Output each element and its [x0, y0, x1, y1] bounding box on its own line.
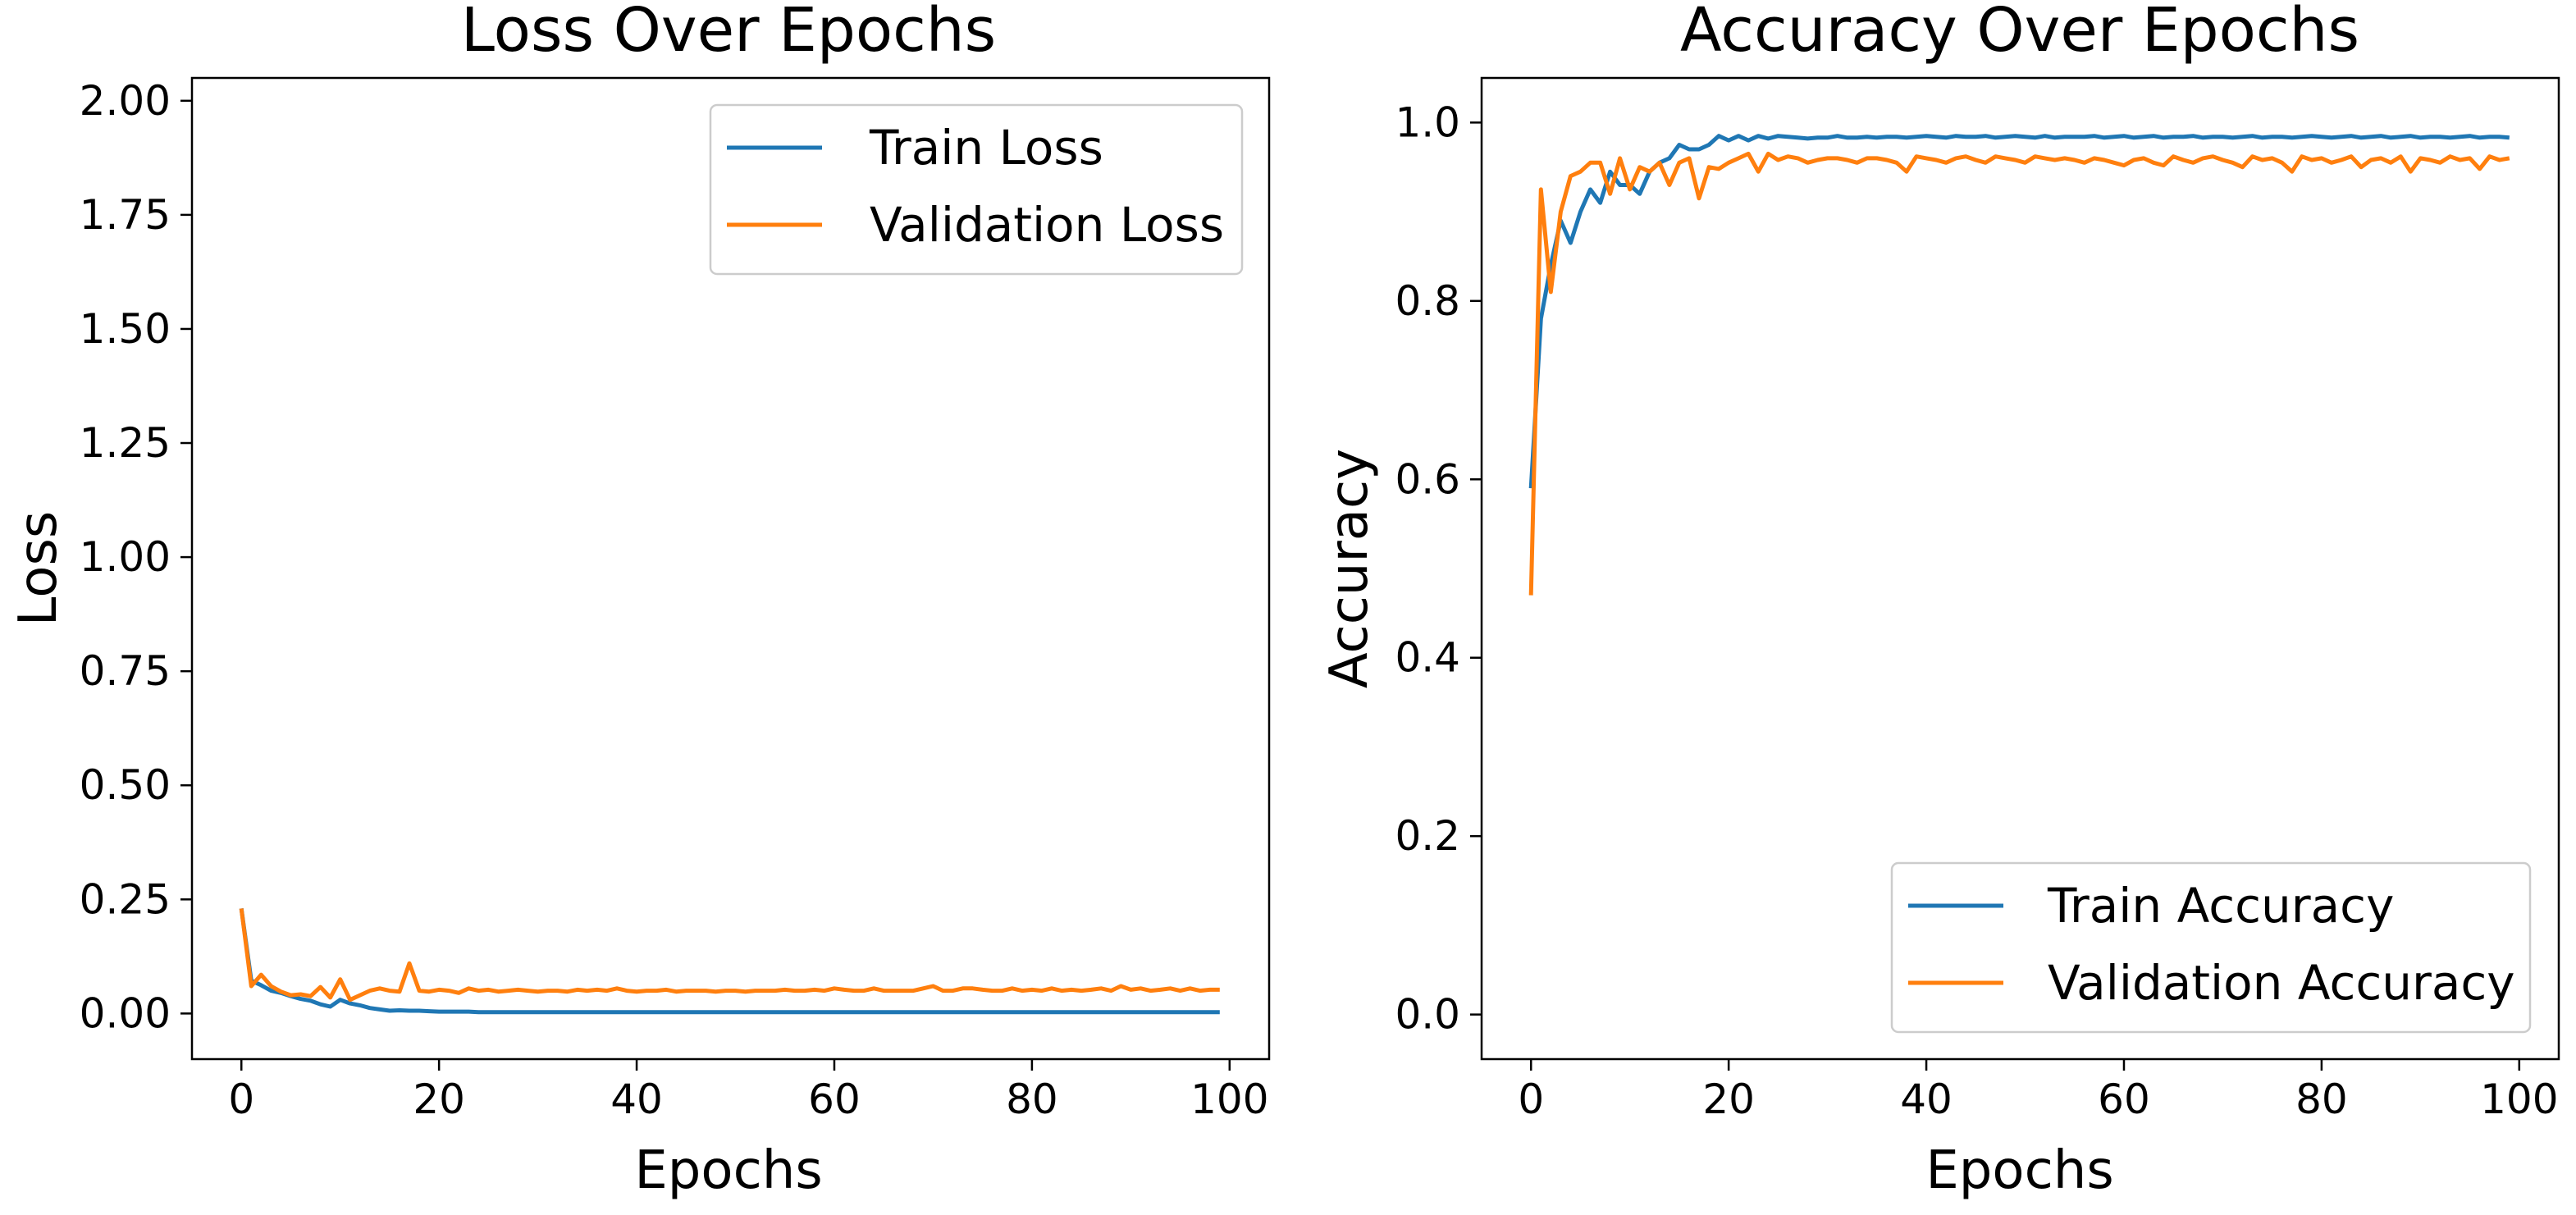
accuracy-legend-box: [1890, 861, 2532, 1034]
loss-chart-ticks: 0 20 40 60 80 100 0.00 0.25 0.50 0.75 1.00 1.25 1.50…: [80, 77, 1269, 1123]
loss-chart-lines: [239, 908, 1220, 1015]
series-line-train-loss: [239, 908, 1220, 1015]
loss-y-tick-label: 1.75: [80, 191, 171, 239]
accuracy-y-tick-label: 1.0: [1395, 98, 1460, 146]
loss-legend: Train Loss Validation Loss: [709, 103, 1244, 276]
accuracy-chart-panel: Accuracy Over Epochs 0 20 40 60 80 1000.00.20…: [1319, 0, 2560, 1201]
loss-y-tick-label: 0.25: [80, 875, 171, 923]
legend-label-validation-accuracy: Validation Accuracy: [2048, 955, 2515, 1011]
accuracy-chart-lines: [1528, 134, 2510, 596]
loss-x-tick-label: 60: [808, 1076, 861, 1123]
loss-y-tick-label: 0.00: [80, 989, 171, 1037]
legend-label-train-accuracy: Train Accuracy: [2047, 878, 2394, 934]
accuracy-y-tick-label: 0.6: [1395, 455, 1460, 503]
accuracy-y-tick-label: 0.2: [1395, 812, 1460, 860]
accuracy-y-tick-label: 0.0: [1395, 991, 1460, 1039]
loss-legend-box: [709, 103, 1244, 276]
loss-x-tick-label: 0: [228, 1076, 254, 1123]
loss-x-tick-label: 40: [610, 1076, 663, 1123]
loss-y-tick-label: 1.00: [80, 533, 171, 581]
loss-y-tick-label: 2.00: [80, 77, 171, 125]
series-line-validation-accuracy: [1528, 151, 2510, 596]
loss-y-tick-label: 1.25: [80, 419, 171, 467]
accuracy-x-tick-label: 40: [1900, 1076, 1953, 1123]
loss-plot-area: [190, 76, 1271, 1061]
accuracy-x-tick-label: 60: [2098, 1076, 2150, 1123]
loss-y-tick-label: 0.75: [80, 647, 171, 695]
accuracy-y-tick-label: 0.8: [1395, 277, 1460, 325]
loss-y-axis-label: Loss: [8, 511, 69, 626]
loss-x-tick-label: 20: [413, 1076, 465, 1123]
accuracy-x-axis-label: Epochs: [1925, 1140, 2113, 1201]
accuracy-y-tick-label: 0.4: [1395, 634, 1460, 682]
loss-chart-title: Loss Over Epochs: [461, 0, 997, 66]
accuracy-chart-title: Accuracy Over Epochs: [1680, 0, 2359, 66]
loss-chart-panel: Loss Over Epochs 0 20 40 60 80 100 0.00 0.25 0.5…: [8, 0, 1271, 1201]
accuracy-chart-ticks: 0 20 40 60 80 100 0.0 0.2 0.4 0.6 0.8 1.0: [1395, 98, 2558, 1123]
accuracy-x-tick-label: 20: [1702, 1076, 1755, 1123]
accuracy-legend: Train Accuracy Validation Accuracy: [1890, 861, 2532, 1034]
legend-label-validation-loss: Validation Loss: [870, 197, 1224, 253]
accuracy-y-axis-label: Accuracy: [1319, 449, 1380, 688]
loss-y-tick-label: 0.50: [80, 761, 171, 809]
accuracy-x-tick-label: 100: [2480, 1076, 2558, 1123]
legend-label-train-loss: Train Loss: [869, 120, 1103, 176]
accuracy-x-tick-label: 0: [1518, 1076, 1544, 1123]
loss-x-tick-label: 100: [1190, 1076, 1268, 1123]
loss-y-tick-label: 1.50: [80, 305, 171, 353]
series-line-validation-loss: [239, 908, 1220, 1003]
accuracy-x-tick-label: 80: [2295, 1076, 2348, 1123]
accuracy-plot-area: [1480, 76, 2560, 1061]
series-line-train-accuracy: [1528, 134, 2510, 489]
loss-x-tick-label: 80: [1006, 1076, 1058, 1123]
loss-x-axis-label: Epochs: [634, 1140, 822, 1201]
